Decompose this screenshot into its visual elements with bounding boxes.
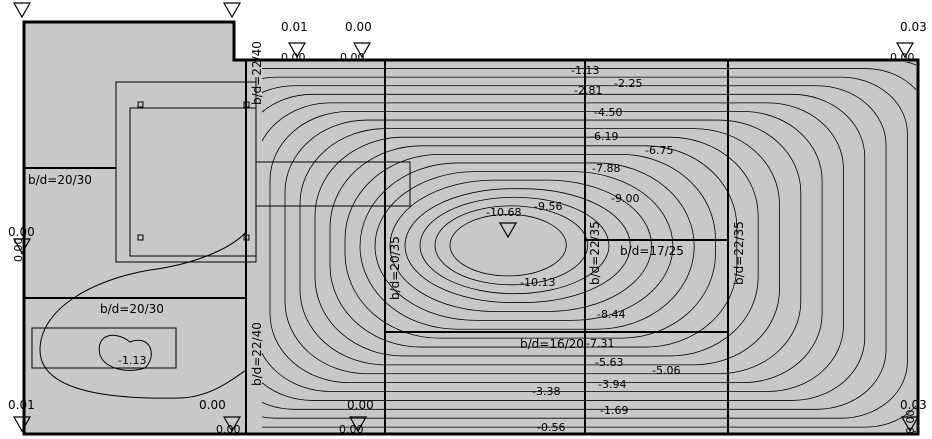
beam-label: b/d=20/30 — [28, 173, 92, 187]
slab-outline — [24, 22, 918, 434]
contour-label: -1.69 — [600, 404, 628, 417]
beam-label: b/d=22/35 — [732, 221, 746, 285]
support-value: 0.00 — [216, 423, 241, 436]
support-value: 0.03 — [900, 20, 927, 34]
support-value: 0.00 — [339, 423, 364, 436]
support-value: 0.00 — [345, 20, 372, 34]
contour-label: -9.56 — [534, 200, 562, 213]
support-value: 0.00 — [347, 398, 374, 412]
contour-label: -3.94 — [598, 378, 626, 391]
contour-label: -10.68 — [486, 206, 521, 219]
contour-label: -2.25 — [614, 77, 642, 90]
support-value: 0.01 — [281, 20, 308, 34]
support-symbol — [14, 3, 30, 17]
support-value: 0.00 — [199, 398, 226, 412]
beam-label: b/d=16/20 — [520, 337, 584, 351]
contour-label: -6.19 — [590, 130, 618, 143]
contour-label: -6.75 — [645, 144, 673, 157]
contour-label: -5.63 — [595, 356, 623, 369]
contour-label: -5.06 — [652, 364, 680, 377]
contour-label: -7.31 — [586, 337, 614, 350]
contour-label: -3.38 — [532, 385, 560, 398]
contour-label: -1.13 — [118, 354, 146, 367]
support-value: 0.01 — [8, 398, 35, 412]
slab-diagram: 0.01 0.00 0.00 0.00 0.03 0.00 0.00 0.00 … — [0, 0, 932, 439]
support-value: 0.00 — [340, 51, 365, 64]
beam-label: b/d=20/30 — [100, 302, 164, 316]
support-value: 0.00 — [890, 51, 915, 64]
contour-label: -1.13 — [571, 64, 599, 77]
support-symbol — [224, 3, 240, 17]
contour-label: -8.44 — [597, 308, 625, 321]
beam-label: b/d=17/25 — [620, 244, 684, 258]
support-value: 0.00 — [8, 225, 35, 239]
contour-label: -10.13 — [520, 276, 555, 289]
contour-label: -4.50 — [594, 106, 622, 119]
support-value: 0.00 — [281, 51, 306, 64]
geometry — [14, 3, 932, 436]
beam-label: b/d=22/40 — [250, 322, 264, 386]
support-value: 0.00 — [12, 238, 25, 263]
contour-label: -7.88 — [592, 162, 620, 175]
beam-label: b/d=22/35 — [588, 221, 602, 285]
beam-label: b/d=22/40 — [250, 41, 264, 105]
contour-label: -0.56 — [537, 421, 565, 434]
support-value: 0.00 — [904, 410, 917, 435]
beam-label: b/d=20/35 — [388, 236, 402, 300]
contour-label: -9.00 — [611, 192, 639, 205]
contour-label: -2.81 — [574, 84, 602, 97]
